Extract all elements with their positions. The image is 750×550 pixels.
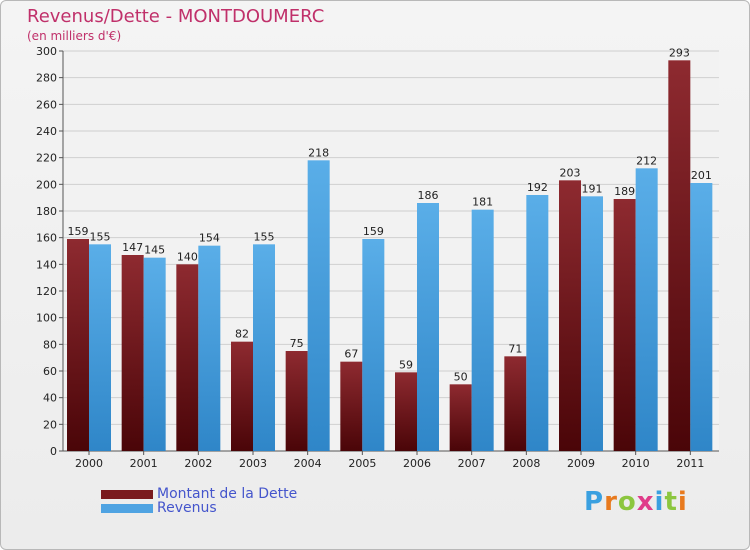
bar-revenus-2004 [307, 160, 330, 452]
plot-area [63, 51, 719, 451]
logo-letter: i [677, 487, 688, 517]
bar-revenus-2003 [253, 244, 275, 451]
bar-dette-2008 [504, 356, 527, 451]
bar-revenus-2002 [198, 245, 221, 451]
data-label-dette-2000: 159 [68, 225, 89, 238]
y-tick-label: 0 [50, 445, 57, 458]
bar-revenus-2007 [471, 209, 494, 451]
bar-dette-2004 [285, 351, 308, 451]
logo-letter: P [584, 487, 605, 517]
x-tick-label: 2005 [348, 457, 376, 470]
y-tick-label: 160 [36, 232, 57, 245]
bar-dette-2010 [613, 199, 636, 451]
y-tick-label: 260 [36, 98, 57, 111]
bar-revenus-2009 [581, 196, 603, 451]
y-tick-label: 80 [43, 338, 57, 351]
y-tick-label: 120 [36, 285, 57, 298]
data-label-revenus-2010: 212 [636, 154, 657, 167]
data-label-revenus-2005: 159 [363, 225, 384, 238]
bar-dette-2009 [559, 180, 581, 452]
y-tick-label: 40 [43, 392, 57, 405]
y-tick-label: 60 [43, 365, 57, 378]
bar-dette-2006 [395, 372, 417, 451]
logo-letter: i [654, 487, 665, 517]
x-tick-label: 2001 [130, 457, 158, 470]
data-label-revenus-2008: 192 [527, 181, 548, 194]
legend-swatch-dette [101, 490, 153, 499]
y-tick-label: 100 [36, 312, 57, 325]
y-tick-label: 240 [36, 125, 57, 138]
bar-dette-2011 [668, 60, 691, 451]
bar-dette-2001 [121, 255, 144, 451]
bar-revenus-2001 [143, 257, 166, 451]
bar-revenus-2008 [526, 195, 549, 451]
bar-dette-2007 [449, 384, 472, 451]
data-label-dette-2009: 203 [560, 166, 581, 179]
legend-label-revenus: Revenus [157, 500, 217, 516]
data-label-dette-2001: 147 [122, 241, 143, 254]
y-tick-label: 300 [36, 45, 57, 58]
x-tick-label: 2007 [458, 457, 486, 470]
x-tick-label: 2006 [403, 457, 431, 470]
x-tick-label: 2000 [75, 457, 103, 470]
bar-revenus-2010 [635, 168, 658, 452]
data-label-dette-2008: 71 [508, 342, 522, 355]
logo-letter: r [604, 487, 618, 517]
bar-dette-2000 [67, 239, 89, 451]
data-label-revenus-2009: 191 [582, 182, 603, 195]
data-label-revenus-2002: 154 [199, 232, 220, 245]
data-label-dette-2004: 75 [290, 337, 304, 350]
data-label-revenus-2004: 218 [308, 146, 329, 159]
x-tick-label: 2010 [622, 457, 650, 470]
data-label-dette-2011: 293 [669, 46, 690, 59]
x-tick-label: 2011 [676, 457, 704, 470]
data-label-revenus-2001: 145 [144, 244, 165, 257]
x-tick-label: 2008 [512, 457, 540, 470]
data-label-revenus-2003: 155 [254, 230, 275, 243]
x-tick-label: 2004 [294, 457, 322, 470]
data-label-revenus-2000: 155 [90, 230, 111, 243]
bar-revenus-2006 [417, 203, 439, 451]
bar-dette-2003 [231, 341, 253, 451]
y-tick-label: 180 [36, 205, 57, 218]
y-tick-label: 280 [36, 72, 57, 85]
legend-swatch-revenus [101, 504, 153, 513]
data-label-revenus-2011: 201 [691, 169, 712, 182]
data-label-dette-2005: 67 [344, 348, 358, 361]
bar-dette-2002 [176, 264, 199, 451]
y-tick-label: 140 [36, 258, 57, 271]
data-label-dette-2006: 59 [399, 358, 413, 371]
legend-label-dette: Montant de la Dette [157, 486, 298, 502]
logo-letter: o [617, 487, 637, 517]
chart-subtitle: (en milliers d'€) [27, 29, 122, 43]
x-tick-label: 2002 [184, 457, 212, 470]
x-tick-label: 2009 [567, 457, 595, 470]
y-tick-label: 220 [36, 152, 57, 165]
bar-revenus-2011 [690, 183, 713, 451]
bar-revenus-2000 [89, 244, 111, 451]
data-label-dette-2010: 189 [614, 185, 635, 198]
logo-letter: x [636, 487, 655, 517]
data-label-dette-2002: 140 [177, 250, 198, 263]
bar-revenus-2005 [362, 239, 385, 451]
logo-letter: t [664, 487, 678, 517]
proxiti-logo: Proxiti [584, 487, 688, 517]
data-label-revenus-2006: 186 [418, 189, 439, 202]
data-label-dette-2007: 50 [454, 370, 468, 383]
data-label-revenus-2007: 181 [472, 196, 493, 209]
chart-title: Revenus/Dette - MONTDOUMERC [27, 6, 325, 27]
x-tick-label: 2003 [239, 457, 267, 470]
y-tick-label: 20 [43, 418, 57, 431]
y-tick-label: 200 [36, 178, 57, 191]
data-label-dette-2003: 82 [235, 328, 249, 341]
bar-dette-2005 [340, 361, 363, 451]
